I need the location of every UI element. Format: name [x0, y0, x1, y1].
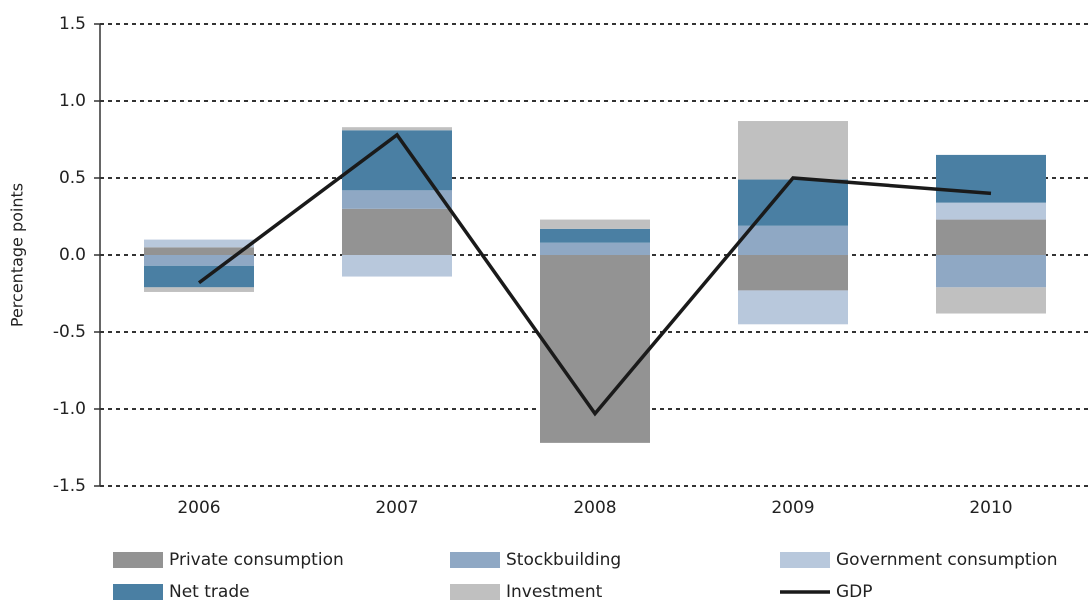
legend-swatch — [113, 584, 163, 600]
bar-segment — [936, 219, 1046, 255]
x-tick-label: 2008 — [573, 498, 616, 518]
bar-segment — [540, 219, 650, 229]
bar-segment — [342, 127, 452, 131]
bar-segment — [144, 255, 254, 266]
y-tick-label: 0.5 — [59, 168, 86, 188]
x-tick-label: 2007 — [375, 498, 418, 518]
bar-segment — [936, 287, 1046, 314]
bar-segment — [738, 290, 848, 325]
bar-segment — [144, 247, 254, 255]
legend-label: Investment — [506, 582, 603, 602]
bar-segment — [738, 255, 848, 291]
bar-segment — [144, 287, 254, 292]
legend-label: GDP — [836, 582, 873, 602]
legend-swatch — [450, 584, 500, 600]
x-tick-label: 2006 — [177, 498, 220, 518]
y-tick-label: 1.0 — [59, 91, 86, 111]
bar-segment — [342, 190, 452, 209]
x-tick-label: 2009 — [771, 498, 814, 518]
bar-segment — [144, 265, 254, 288]
bar-segment — [936, 202, 1046, 220]
bar-segment — [342, 130, 452, 191]
bar-segment — [144, 239, 254, 248]
bar-segment — [342, 255, 452, 277]
bar-segment — [738, 121, 848, 180]
bar-segment — [738, 179, 848, 226]
x-tick-label: 2010 — [969, 498, 1012, 518]
legend-label: Government consumption — [836, 550, 1058, 570]
bar-segment — [738, 225, 848, 255]
legend-label: Net trade — [169, 582, 250, 602]
legend-label: Private consumption — [169, 550, 344, 570]
y-tick-label: -1.5 — [53, 476, 86, 496]
y-tick-label: -0.5 — [53, 322, 86, 342]
legend-swatch — [780, 552, 830, 568]
y-tick-label: 1.5 — [59, 14, 86, 34]
y-tick-label: 0.0 — [59, 245, 86, 265]
legend-swatch — [450, 552, 500, 568]
y-axis-label: Percentage points — [8, 183, 27, 327]
bar-segment — [342, 208, 452, 255]
gdp-line — [197, 132, 992, 417]
bar-segment — [936, 255, 1046, 288]
y-tick-label: -1.0 — [53, 399, 86, 419]
legend-label: Stockbuilding — [506, 550, 621, 570]
bar-segment — [936, 154, 1046, 203]
bar-segment — [540, 228, 650, 243]
bar-segment — [540, 242, 650, 255]
legend-swatch — [113, 552, 163, 568]
